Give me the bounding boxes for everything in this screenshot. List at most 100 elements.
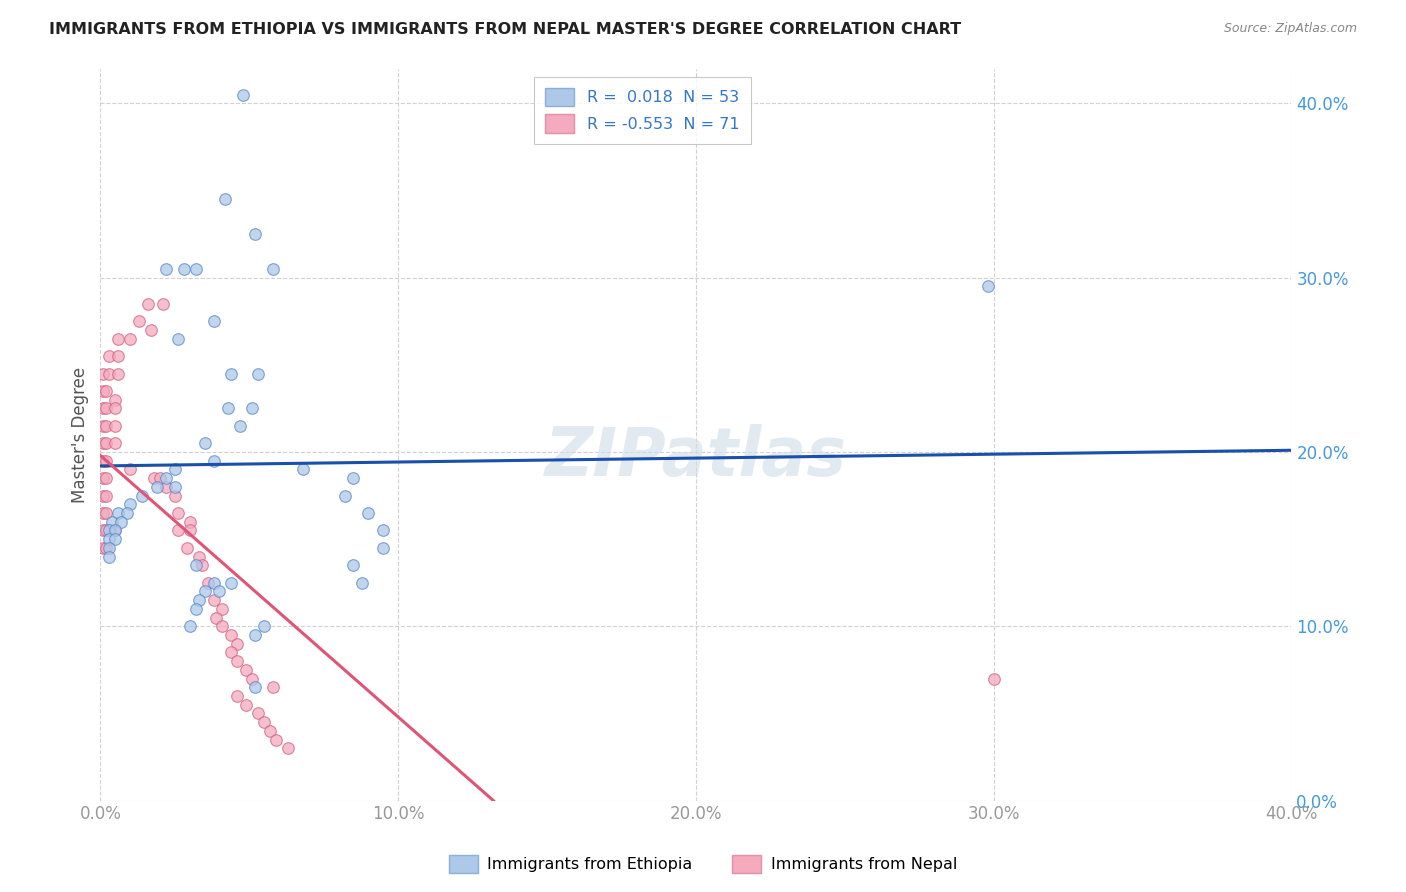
Point [91, 506, 114, 520]
Point [96, 436, 118, 450]
Point [240, 672, 263, 686]
Point [98, 349, 121, 363]
Text: ZIPatlas: ZIPatlas [546, 424, 846, 490]
Point [120, 497, 142, 511]
Point [229, 418, 252, 433]
Point [205, 610, 228, 624]
Legend: Immigrants from Ethiopia, Immigrants from Nepal: Immigrants from Ethiopia, Immigrants fro… [443, 848, 963, 880]
Point [245, 681, 267, 695]
Point [104, 392, 127, 407]
Point [91, 453, 114, 467]
Point [104, 401, 127, 416]
Point [277, 741, 299, 756]
Point [291, 462, 314, 476]
Legend: R =  0.018  N = 53, R = -0.553  N = 71: R = 0.018 N = 53, R = -0.553 N = 71 [534, 77, 751, 144]
Text: Source: ZipAtlas.com: Source: ZipAtlas.com [1223, 22, 1357, 36]
Point [96, 541, 118, 555]
Point [342, 471, 364, 485]
Point [91, 418, 114, 433]
Point [115, 506, 138, 520]
Point [983, 672, 1005, 686]
Point [98, 541, 121, 555]
Point [226, 637, 249, 651]
Point [101, 515, 124, 529]
Point [142, 471, 165, 485]
Point [373, 524, 395, 538]
Point [163, 480, 186, 494]
Y-axis label: Master's Degree: Master's Degree [72, 367, 89, 502]
Point [184, 602, 207, 616]
Point [208, 584, 231, 599]
Point [240, 401, 263, 416]
Point [211, 602, 233, 616]
Point [91, 489, 114, 503]
Point [128, 314, 150, 328]
Point [155, 471, 177, 485]
Point [184, 262, 207, 277]
Point [98, 367, 121, 381]
Point [221, 645, 243, 659]
Point [221, 367, 243, 381]
Point [253, 715, 276, 730]
Point [96, 506, 118, 520]
Point [253, 619, 276, 633]
Point [187, 593, 209, 607]
Point [91, 524, 114, 538]
Point [91, 436, 114, 450]
Point [91, 367, 114, 381]
Point [235, 698, 257, 712]
Point [373, 541, 395, 555]
Point [194, 584, 217, 599]
Point [146, 480, 169, 494]
Point [187, 549, 209, 564]
Point [96, 453, 118, 467]
Point [202, 593, 225, 607]
Point [176, 541, 198, 555]
Point [247, 367, 270, 381]
Point [104, 524, 127, 538]
Point [179, 515, 201, 529]
Point [179, 619, 201, 633]
Point [98, 549, 121, 564]
Point [107, 506, 129, 520]
Point [104, 532, 127, 546]
Point [91, 384, 114, 398]
Point [96, 471, 118, 485]
Point [152, 297, 174, 311]
Point [96, 489, 118, 503]
Point [226, 689, 249, 703]
Point [96, 524, 118, 538]
Text: IMMIGRANTS FROM ETHIOPIA VS IMMIGRANTS FROM NEPAL MASTER'S DEGREE CORRELATION CH: IMMIGRANTS FROM ETHIOPIA VS IMMIGRANTS F… [49, 22, 962, 37]
Point [259, 723, 281, 738]
Point [96, 384, 118, 398]
Point [262, 262, 284, 277]
Point [107, 332, 129, 346]
Point [247, 706, 270, 721]
Point [232, 87, 254, 102]
Point [221, 628, 243, 642]
Point [139, 323, 162, 337]
Point [197, 575, 219, 590]
Point [214, 192, 236, 206]
Point [136, 297, 159, 311]
Point [184, 558, 207, 573]
Point [120, 462, 142, 476]
Point [104, 418, 127, 433]
Point [211, 619, 233, 633]
Point [264, 732, 287, 747]
Point [245, 227, 267, 241]
Point [190, 558, 212, 573]
Point [131, 489, 153, 503]
Point [202, 453, 225, 467]
Point [163, 489, 186, 503]
Point [155, 262, 177, 277]
Point [91, 401, 114, 416]
Point [357, 506, 380, 520]
Point [96, 418, 118, 433]
Point [107, 349, 129, 363]
Point [110, 515, 132, 529]
Point [149, 471, 172, 485]
Point [235, 663, 257, 677]
Point [179, 524, 201, 538]
Point [226, 654, 249, 668]
